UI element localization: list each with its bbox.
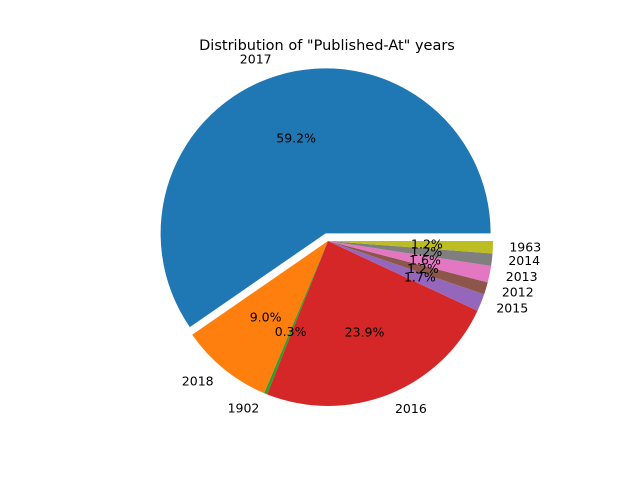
pie-slice-2013 — [328, 241, 492, 283]
pie-labels: 2017 59.2% 2018 9.0% 1902 0.3% 2016 23.9% 2015 1.… — [182, 52, 541, 417]
pie-slice-2017 — [160, 68, 491, 328]
pie-slice-2018 — [192, 241, 328, 394]
pct-label-2015: 1.7% — [404, 269, 436, 284]
slice-label-2017: 2017 — [240, 52, 272, 67]
pct-label-2017: 59.2% — [276, 130, 316, 145]
pie-slice-2014 — [328, 241, 493, 266]
slice-label-1902: 1902 — [228, 401, 260, 416]
pct-label-2012: 1.2% — [407, 261, 439, 276]
slice-label-2012: 2012 — [502, 285, 534, 300]
pie-slice-2012 — [328, 241, 488, 295]
pct-label-2014: 1.2% — [410, 244, 442, 259]
slice-label-2013: 2013 — [506, 269, 538, 284]
slice-label-1963: 1963 — [509, 239, 541, 254]
pie-slice-1902 — [264, 241, 328, 395]
pie-slice-2015 — [328, 241, 485, 311]
pct-label-2018: 9.0% — [250, 309, 282, 324]
pct-label-1963: 1.2% — [411, 236, 443, 251]
pct-label-1902: 0.3% — [275, 324, 307, 339]
pct-label-2016: 23.9% — [345, 325, 385, 340]
chart-title: Distribution of "Published-At" years — [199, 38, 455, 54]
slice-label-2015: 2015 — [496, 300, 528, 315]
pie-slice-1963 — [328, 241, 493, 254]
slice-label-2018: 2018 — [182, 373, 214, 388]
slice-label-2016: 2016 — [395, 401, 427, 416]
slice-label-2014: 2014 — [508, 253, 540, 268]
pct-label-2013: 1.6% — [409, 252, 441, 267]
pie-slice-2016 — [267, 241, 478, 406]
pie-slices — [160, 68, 493, 406]
